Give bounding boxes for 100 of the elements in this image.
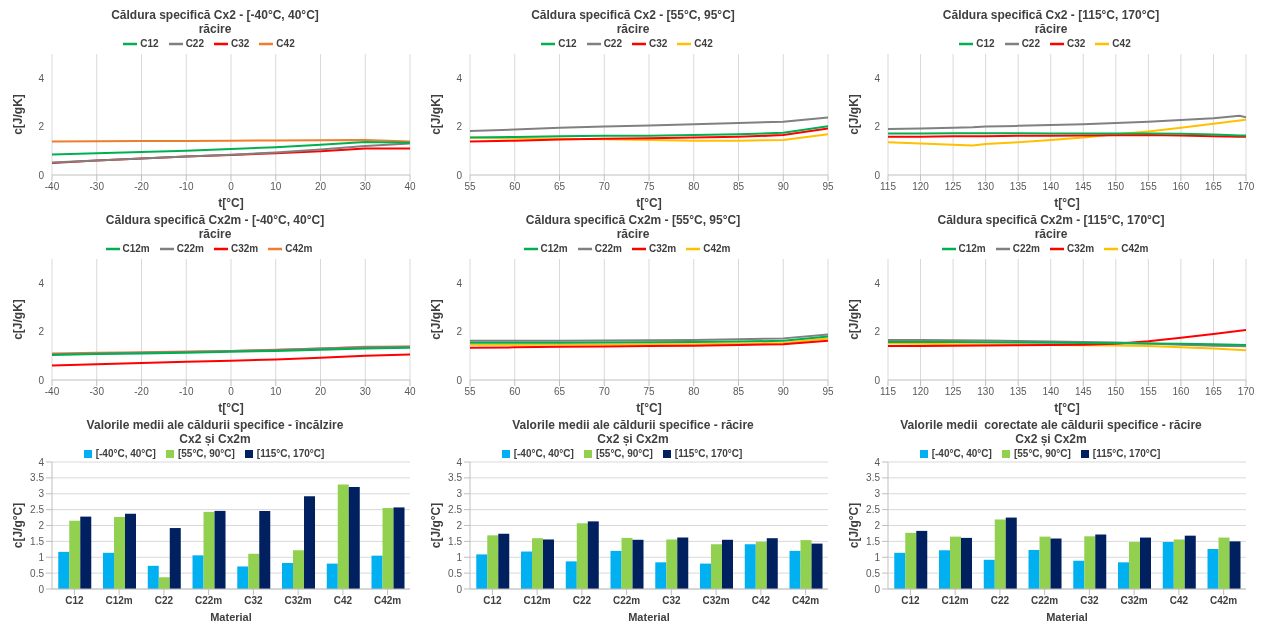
x-axis-title: t[°C]	[636, 401, 662, 415]
bar	[677, 537, 689, 589]
y-tick-label: 2	[874, 520, 881, 532]
y-tick-label: 2.5	[448, 504, 463, 516]
y-tick-label: 3.5	[30, 472, 45, 484]
legend-label: C12	[558, 38, 577, 50]
x-tick-label: -30	[89, 386, 105, 398]
bar	[744, 544, 756, 589]
x-tick-label: C12	[901, 595, 920, 607]
legend-label: C32	[649, 38, 668, 50]
bar	[1184, 535, 1196, 589]
y-tick-label: 2.5	[866, 504, 881, 516]
x-tick-label: 20	[314, 181, 327, 193]
legend-label: C32	[1067, 38, 1086, 50]
y-tick-label: 0	[874, 374, 881, 386]
chart-subtitle: răcire	[197, 227, 233, 241]
line-series	[470, 116, 828, 132]
x-tick-label: C22m	[613, 595, 641, 607]
legend-label: C32	[231, 38, 250, 50]
legend-label: C22	[603, 38, 622, 50]
x-tick-label: C42m	[1210, 595, 1238, 607]
legend-label: C12m	[122, 243, 150, 255]
x-axis-title: t[°C]	[218, 401, 244, 415]
bar	[1173, 539, 1185, 589]
x-tick-label: 95	[822, 386, 834, 398]
x-axis-title: Material	[628, 611, 670, 623]
bar	[326, 563, 338, 589]
bar	[711, 544, 723, 589]
x-tick-label: 75	[643, 181, 655, 193]
x-axis-title: t[°C]	[1054, 401, 1080, 415]
legend-label: C22	[185, 38, 204, 50]
y-tick-label: 0	[38, 583, 45, 595]
y-tick-label: 1.5	[866, 535, 881, 547]
x-tick-label: 60	[509, 181, 521, 193]
x-tick-label: C12	[483, 595, 502, 607]
x-tick-label: 115	[880, 386, 897, 398]
y-tick-label: 2	[874, 121, 881, 133]
x-axis-title: t[°C]	[636, 196, 662, 210]
x-tick-label: C22	[990, 595, 1010, 607]
x-tick-label: -20	[134, 181, 150, 193]
x-tick-label: 170	[1237, 386, 1255, 398]
x-tick-label: 150	[1107, 181, 1125, 193]
chart-subtitle: răcire	[197, 22, 233, 36]
y-axis-title: c[J/g°C]	[847, 502, 862, 549]
y-tick-label: 3	[38, 488, 45, 500]
y-tick-label: 2	[38, 121, 45, 133]
y-axis-title: c[J/g°C]	[11, 502, 26, 549]
bar	[1005, 517, 1017, 589]
x-tick-label: 140	[1042, 386, 1060, 398]
x-axis-title: t[°C]	[218, 196, 244, 210]
bar	[766, 538, 778, 589]
bar	[961, 537, 973, 589]
legend-label: [-40°C, 40°C]	[95, 448, 156, 459]
legend-label: [-40°C, 40°C]	[931, 448, 992, 459]
bar	[476, 554, 488, 589]
x-tick-label: C12m	[105, 595, 133, 607]
legend-label: [55°C, 90°C]	[177, 448, 235, 459]
legend-label: C12m	[540, 243, 568, 255]
y-tick-label: 0	[38, 374, 45, 386]
x-tick-label: -40	[44, 181, 60, 193]
x-tick-label: 160	[1172, 386, 1190, 398]
bar	[393, 507, 405, 589]
bar	[1039, 536, 1051, 589]
x-tick-label: 55	[464, 386, 476, 398]
legend-label: C22m	[594, 243, 622, 255]
bar	[293, 550, 305, 589]
y-axis-title: c[J/gK]	[11, 299, 26, 340]
x-tick-label: 145	[1074, 181, 1093, 193]
legend-label: C22	[1021, 38, 1040, 50]
bar	[1218, 537, 1230, 589]
bar	[1095, 534, 1107, 589]
y-tick-label: 2.5	[30, 504, 45, 516]
y-tick-label: 4	[874, 456, 881, 468]
x-tick-label: -10	[179, 386, 194, 398]
y-tick-label: 3	[456, 488, 463, 500]
legend-label: C32m	[1067, 243, 1095, 255]
legend-label: C42m	[285, 243, 313, 255]
y-tick-label: 4	[38, 277, 45, 289]
bar	[192, 555, 204, 589]
x-tick-label: 135	[1009, 386, 1027, 398]
bar	[147, 565, 159, 589]
chart-subtitle: Cx2 și Cx2m	[596, 432, 670, 446]
legend-label: [55°C, 90°C]	[1013, 448, 1071, 459]
x-tick-label: C22m	[195, 595, 223, 607]
x-tick-label: 130	[977, 386, 995, 398]
x-tick-label: C42m	[792, 595, 820, 607]
bar	[1229, 541, 1241, 589]
y-axis-title: c[J/gK]	[429, 94, 444, 135]
y-tick-label: 0.5	[30, 567, 45, 579]
x-tick-label: -40	[44, 386, 60, 398]
y-axis-title: c[J/gK]	[847, 299, 862, 340]
y-tick-label: 4	[456, 277, 463, 289]
y-tick-label: 1	[456, 551, 463, 563]
y-tick-label: 2	[456, 121, 463, 133]
chart-title: Căldura specifică Cx2m - [55°C, 95°C]	[524, 213, 742, 227]
bar	[158, 577, 170, 589]
bar	[1073, 560, 1085, 589]
x-tick-label: 155	[1140, 181, 1158, 193]
y-tick-label: 0.5	[448, 567, 463, 579]
x-tick-label: 125	[944, 386, 962, 398]
